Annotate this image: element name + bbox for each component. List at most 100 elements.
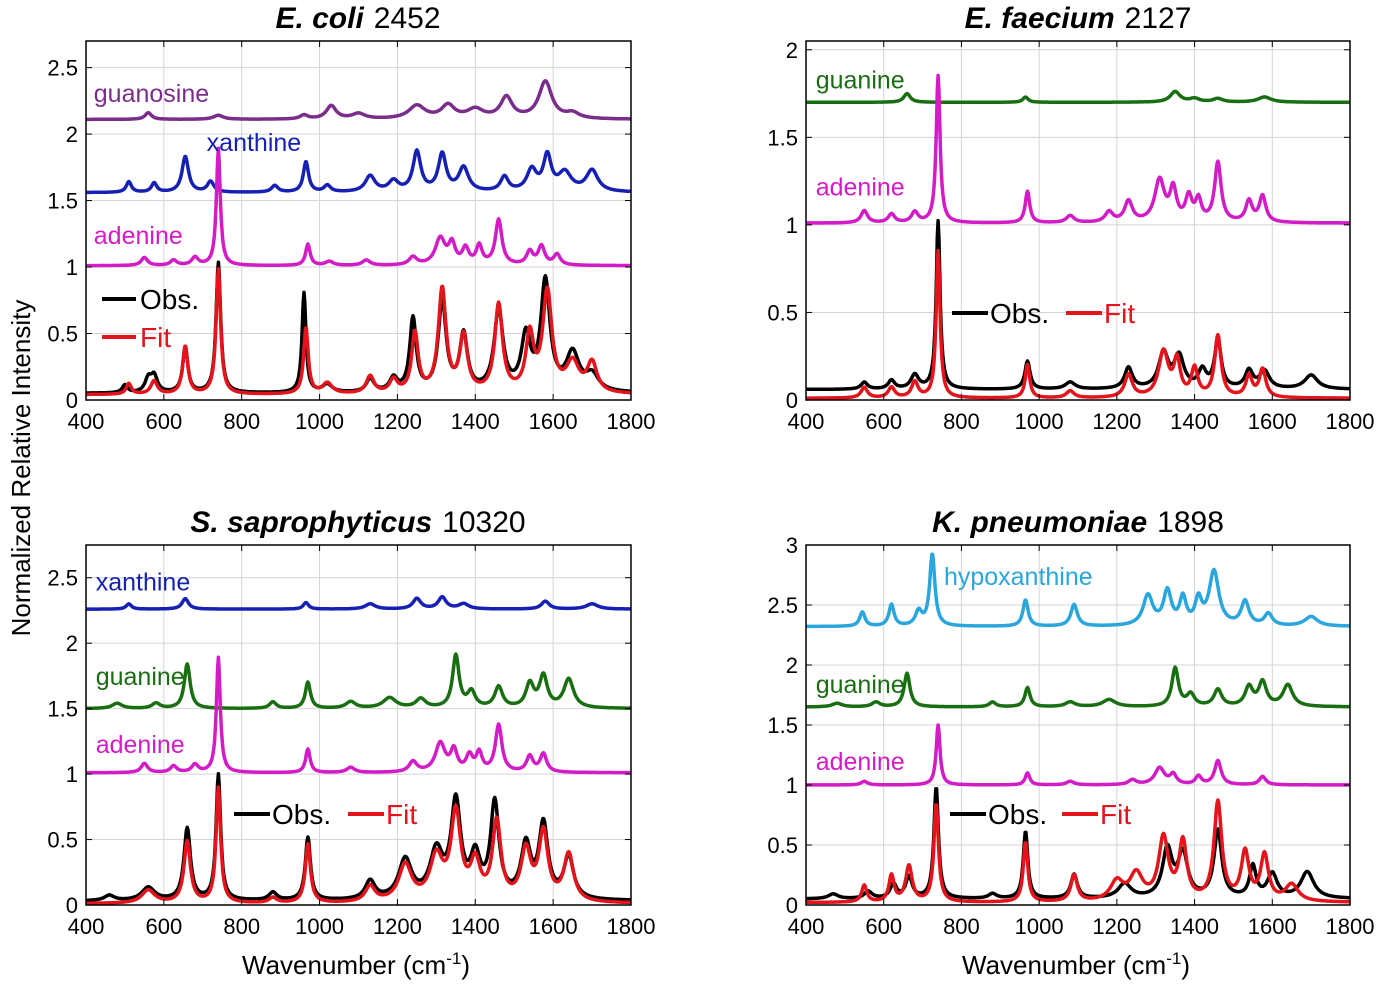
panel-title: S. saprophyticus 10320 xyxy=(190,506,525,539)
series-label-xanthine: xanthine xyxy=(96,569,191,597)
series-line-guanosine xyxy=(86,79,631,122)
x-tick-label: 400 xyxy=(68,409,105,434)
series-line-adenine xyxy=(806,723,1350,787)
series-line-adenine xyxy=(86,146,631,268)
legend-label-obs: Obs. xyxy=(988,799,1047,830)
x-axis-label-left-main: Wavenumber (cm xyxy=(242,950,446,980)
x-tick-label: 600 xyxy=(145,409,182,434)
x-axis-label-right-end: ) xyxy=(1181,950,1190,980)
x-tick-label: 800 xyxy=(223,914,260,939)
legend-label-obs: Obs. xyxy=(140,284,199,315)
plot-lines xyxy=(806,73,1350,400)
y-tick-label: 0 xyxy=(66,388,78,413)
x-tick-label: 1600 xyxy=(1248,409,1297,434)
y-tick-label: 2 xyxy=(66,122,78,147)
x-tick-label: 1400 xyxy=(451,409,500,434)
legend-label-fit: Fit xyxy=(140,322,171,353)
y-tick-label: 0.5 xyxy=(47,828,78,853)
plot-lines xyxy=(86,79,631,397)
legend: Obs. Fit xyxy=(950,799,1131,830)
x-tick-label: 1600 xyxy=(1248,914,1297,939)
y-tick-label: 2.5 xyxy=(47,566,78,591)
x-tick-label: 1800 xyxy=(607,409,656,434)
series-line-adenine xyxy=(86,655,631,775)
panel-efaecium: guanine adenine 400 600 800 1000 1200 1400 1600 1… xyxy=(767,2,1374,434)
grid xyxy=(85,41,632,401)
y-tick-label: 1.5 xyxy=(47,697,78,722)
series-line-adenine xyxy=(806,73,1350,225)
legend: Obs. Fit xyxy=(952,298,1135,329)
panel-title-number: 1898 xyxy=(1157,506,1224,539)
obs-line xyxy=(86,771,631,903)
series-line-guanine xyxy=(806,89,1350,105)
series-label-hypoxanthine: hypoxanthine xyxy=(944,563,1093,591)
y-tick-label: 2 xyxy=(786,653,798,678)
series-line-guanine xyxy=(806,665,1350,709)
panel-title-number: 10320 xyxy=(442,506,525,539)
fit-line xyxy=(86,785,631,905)
series-label-adenine: adenine xyxy=(96,731,185,759)
y-tick-label: 2.5 xyxy=(767,593,798,618)
y-tick-label: 2 xyxy=(66,631,78,656)
legend: Obs. Fit xyxy=(102,284,199,353)
y-tick-label: 1.5 xyxy=(767,125,798,150)
x-tick-label: 1200 xyxy=(373,914,422,939)
series-label-adenine: adenine xyxy=(816,173,905,201)
y-tick-label: 0 xyxy=(786,388,798,413)
x-tick-label: 1800 xyxy=(1326,409,1375,434)
fit-line xyxy=(806,798,1350,905)
x-axis-label-left-sup: -1 xyxy=(446,949,461,968)
y-tick-label: 0.5 xyxy=(47,322,78,347)
x-tick-label: 400 xyxy=(788,914,825,939)
legend-label-fit: Fit xyxy=(1104,298,1135,329)
fit-line xyxy=(806,248,1350,400)
x-tick-label: 1200 xyxy=(373,409,422,434)
x-tick-label: 1200 xyxy=(1092,409,1141,434)
panel-title-species: K. pneumoniae xyxy=(932,506,1147,539)
x-tick-label: 400 xyxy=(68,914,105,939)
panel-kpneu: hypoxanthine guanine adenine 400 600 800 1000 1… xyxy=(767,506,1374,939)
x-tick-label: 1000 xyxy=(295,914,344,939)
series-label-guanine: guanine xyxy=(816,67,905,95)
y-tick-label: 2 xyxy=(786,38,798,63)
x-tick-label: 1200 xyxy=(1092,914,1141,939)
axes-box xyxy=(85,544,632,906)
panel-title: E. faecium 2127 xyxy=(965,2,1192,35)
x-tick-label: 800 xyxy=(943,409,980,434)
panel-title: E. coli 2452 xyxy=(275,2,440,35)
y-tick-label: 1 xyxy=(786,213,798,238)
obs-line xyxy=(806,218,1350,392)
x-axis-label-right: Wavenumber (cm-1) xyxy=(962,949,1190,980)
y-tick-label: 0 xyxy=(66,893,78,918)
y-tick-label: 1 xyxy=(786,773,798,798)
x-tick-label: 800 xyxy=(223,409,260,434)
panel-title-species: E. faecium xyxy=(965,2,1115,35)
x-tick-label: 600 xyxy=(145,914,182,939)
series-line-hypoxanthine xyxy=(806,552,1350,629)
y-tick-label: 0.5 xyxy=(767,300,798,325)
x-tick-label: 400 xyxy=(788,409,825,434)
x-tick-label: 1800 xyxy=(607,914,656,939)
y-tick-label: 2.5 xyxy=(47,56,78,81)
x-axis-label-right-main: Wavenumber (cm xyxy=(962,950,1166,980)
legend-label-obs: Obs. xyxy=(272,799,331,830)
x-tick-label: 1000 xyxy=(1015,914,1064,939)
panel-title-species: S. saprophyticus xyxy=(190,506,432,539)
grid xyxy=(805,544,1351,906)
y-tick-label: 1 xyxy=(66,255,78,280)
plot-lines xyxy=(806,552,1350,905)
series-label-guanosine: guanosine xyxy=(94,80,209,108)
series-line-xanthine xyxy=(86,148,631,195)
y-tick-label: 1.5 xyxy=(767,713,798,738)
legend-label-fit: Fit xyxy=(1100,799,1131,830)
y-tick-label: 1 xyxy=(66,762,78,787)
x-tick-label: 600 xyxy=(865,914,902,939)
x-tick-label: 1600 xyxy=(529,409,578,434)
y-tick-label: 0.5 xyxy=(767,833,798,858)
series-label-adenine: adenine xyxy=(816,748,905,776)
x-tick-label: 1000 xyxy=(1015,409,1064,434)
x-tick-label: 1000 xyxy=(295,409,344,434)
series-line-xanthine xyxy=(86,594,631,611)
